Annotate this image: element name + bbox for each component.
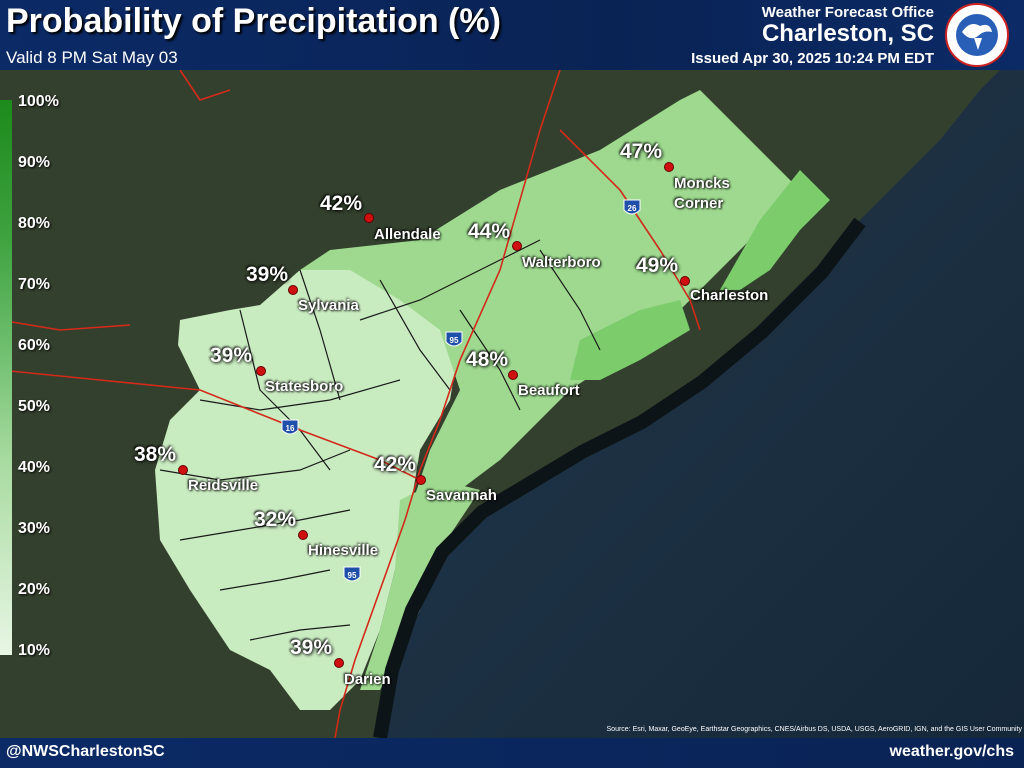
city-marker — [178, 465, 188, 475]
city-marker — [298, 530, 308, 540]
pop-area-40-50 — [300, 90, 800, 520]
website-link[interactable]: weather.gov/chs — [889, 743, 1015, 760]
city-marker — [334, 658, 344, 668]
legend-label: 40% — [18, 459, 51, 476]
forecast-map — [0, 70, 1024, 738]
pop-area-50-60-charleston — [570, 300, 690, 380]
pop-value-reidsville: 38% — [134, 443, 177, 466]
pop-value-savannah: 42% — [374, 453, 417, 476]
nws-logo-icon — [945, 3, 1009, 67]
interstate-shield: 95 — [445, 331, 463, 347]
legend-label: 30% — [18, 520, 51, 537]
pop-area-30-40 — [155, 255, 460, 710]
pop-value-beaufort: 48% — [466, 348, 509, 371]
legend-colorbar — [0, 100, 12, 655]
pop-area-50-60 — [720, 170, 830, 290]
legend-label: 60% — [18, 337, 51, 354]
city-label-darien: Darien — [344, 671, 391, 688]
pop-value-sylvania: 39% — [246, 263, 289, 286]
map-source-attribution: Source: Esri, Maxar, GeoEye, Earthstar G… — [606, 726, 1022, 733]
city-label-reidsville: Reidsville — [188, 477, 259, 494]
legend-label: 100% — [18, 93, 59, 110]
city-label-statesboro: Statesboro — [265, 378, 344, 395]
legend-label: 80% — [18, 215, 51, 232]
pop-value-darien: 39% — [290, 636, 333, 659]
coastline — [373, 217, 866, 738]
legend-label: 20% — [18, 581, 51, 598]
interstate-shield: 16 — [281, 419, 299, 435]
page-title: Probability of Precipitation (%) — [6, 2, 501, 40]
city-marker — [256, 366, 266, 376]
svg-text:95: 95 — [450, 336, 459, 345]
city-label-hinesville: Hinesville — [308, 542, 379, 559]
city-label-charleston: Charleston — [690, 287, 769, 304]
city-marker — [512, 241, 522, 251]
header-banner: Probability of Precipitation (%) Valid 8… — [0, 0, 1024, 70]
legend-label: 10% — [18, 642, 51, 659]
city-label-walterboro: Walterboro — [522, 254, 601, 271]
svg-text:16: 16 — [286, 424, 295, 433]
pop-value-statesboro: 39% — [210, 344, 253, 367]
city-marker — [416, 475, 426, 485]
city-marker — [664, 162, 674, 172]
city-label-savannah: Savannah — [426, 487, 497, 504]
interstate-shield: 26 — [623, 199, 641, 215]
pop-value-walterboro: 44% — [468, 220, 511, 243]
legend-label: 70% — [18, 276, 51, 293]
svg-text:26: 26 — [628, 204, 637, 213]
city-label-moncks-corner: Moncks Corner — [674, 175, 730, 212]
city-label-beaufort: Beaufort — [518, 382, 580, 399]
office-label: Weather Forecast Office — [761, 4, 934, 21]
interstate-shield: 95 — [343, 566, 361, 582]
footer-banner: @NWSCharlestonSC weather.gov/chs — [0, 738, 1024, 768]
pop-value-allendale: 42% — [320, 192, 363, 215]
city-marker — [680, 276, 690, 286]
pop-value-moncks-corner: 47% — [620, 140, 663, 163]
city-marker — [508, 370, 518, 380]
office-city: Charleston, SC — [761, 20, 934, 47]
ocean — [380, 70, 1024, 738]
pop-value-charleston: 49% — [636, 254, 679, 277]
city-marker — [288, 285, 298, 295]
issued-time: Issued Apr 30, 2025 10:24 PM EDT — [691, 50, 934, 67]
pop-value-hinesville: 32% — [254, 508, 297, 531]
legend-label: 50% — [18, 398, 51, 415]
city-label-allendale: Allendale — [374, 226, 441, 243]
valid-time: Valid 8 PM Sat May 03 — [6, 48, 178, 67]
city-label-sylvania: Sylvania — [298, 297, 359, 314]
highways — [0, 70, 701, 738]
legend-label: 90% — [18, 154, 51, 171]
svg-text:95: 95 — [348, 571, 357, 580]
social-handle[interactable]: @NWSCharlestonSC — [6, 743, 165, 760]
city-marker — [364, 213, 374, 223]
